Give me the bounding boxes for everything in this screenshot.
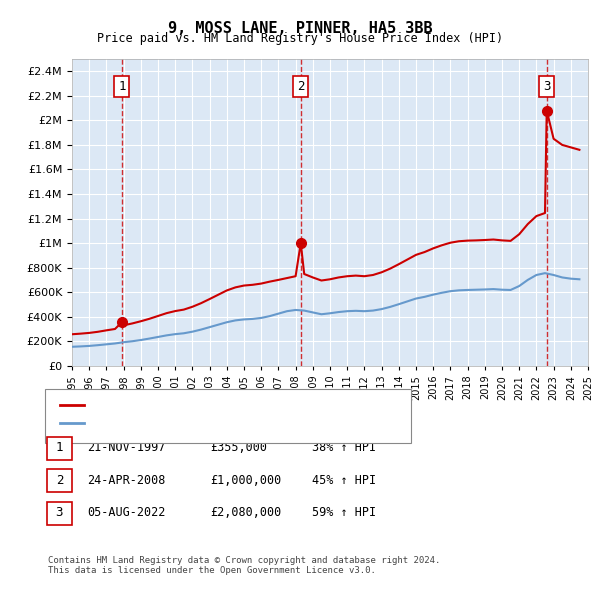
Text: 59% ↑ HPI: 59% ↑ HPI xyxy=(312,506,376,519)
Text: £2,080,000: £2,080,000 xyxy=(210,506,281,519)
Text: 45% ↑ HPI: 45% ↑ HPI xyxy=(312,474,376,487)
Text: 3: 3 xyxy=(56,506,63,519)
Text: 3: 3 xyxy=(543,80,550,93)
Text: 1: 1 xyxy=(56,441,63,454)
Text: 1: 1 xyxy=(118,80,125,93)
Text: 9, MOSS LANE, PINNER, HA5 3BB (detached house): 9, MOSS LANE, PINNER, HA5 3BB (detached … xyxy=(90,401,360,410)
Text: 2: 2 xyxy=(56,474,63,487)
Text: Price paid vs. HM Land Registry's House Price Index (HPI): Price paid vs. HM Land Registry's House … xyxy=(97,32,503,45)
Text: 38% ↑ HPI: 38% ↑ HPI xyxy=(312,441,376,454)
Text: £1,000,000: £1,000,000 xyxy=(210,474,281,487)
Text: 2: 2 xyxy=(297,80,305,93)
Text: 9, MOSS LANE, PINNER, HA5 3BB: 9, MOSS LANE, PINNER, HA5 3BB xyxy=(167,21,433,35)
Text: HPI: Average price, detached house, Harrow: HPI: Average price, detached house, Harr… xyxy=(90,418,337,428)
Text: £355,000: £355,000 xyxy=(210,441,267,454)
Text: 21-NOV-1997: 21-NOV-1997 xyxy=(87,441,166,454)
Text: 24-APR-2008: 24-APR-2008 xyxy=(87,474,166,487)
Text: 05-AUG-2022: 05-AUG-2022 xyxy=(87,506,166,519)
Text: Contains HM Land Registry data © Crown copyright and database right 2024.
This d: Contains HM Land Registry data © Crown c… xyxy=(48,556,440,575)
